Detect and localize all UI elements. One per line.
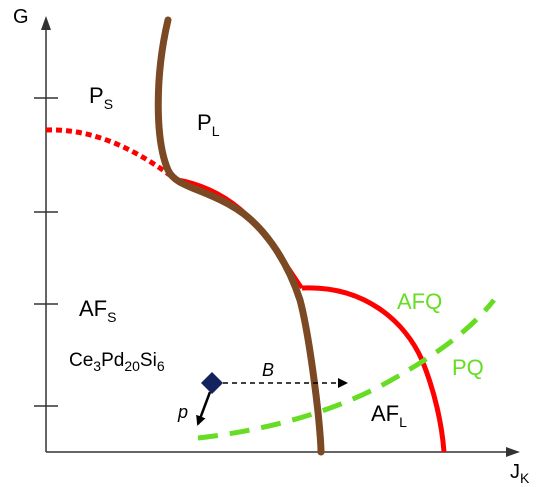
red-dotted-boundary: [45, 127, 177, 181]
region-label-pq: PQ: [452, 355, 484, 380]
y-axis-arrowhead: [41, 16, 51, 30]
brown-boundary: [154, 16, 325, 456]
compound-label: Ce3Pd20Si6: [69, 350, 165, 374]
x-axis-label: JK: [510, 461, 530, 486]
region-label-afl: AFL: [371, 401, 407, 430]
region-label-ps: PS: [89, 83, 113, 112]
arrow-p-label: p: [177, 402, 188, 422]
green-dashed-boundary: [197, 298, 496, 441]
region-label-pl: PL: [197, 110, 220, 139]
region-label-afs: AFS: [79, 296, 116, 325]
ce3pd20si6-marker: [201, 372, 223, 394]
red-afl-boundary: [301, 285, 447, 453]
axes: G JK: [13, 6, 530, 486]
region-label-afq: AFQ: [397, 289, 442, 314]
red-solid-boundary-upper: [174, 177, 304, 290]
y-axis-label: G: [13, 6, 29, 28]
x-axis-arrowhead: [506, 447, 520, 457]
arrow-b-label: B: [262, 360, 274, 380]
arrow-p: [196, 391, 212, 426]
